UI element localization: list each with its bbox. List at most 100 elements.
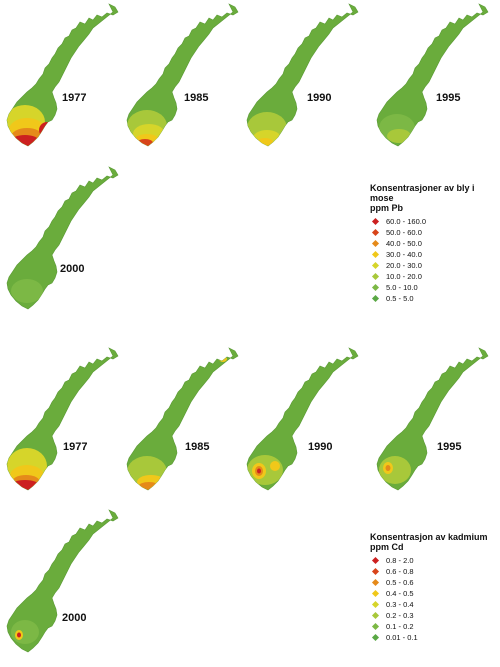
- concentration-zone: [11, 135, 39, 146]
- norway-map: [6, 3, 119, 147]
- norway-map: [126, 347, 239, 491]
- legend-title: Konsentrasjoner av bly i mose: [370, 183, 475, 203]
- norway-map: [126, 3, 239, 147]
- legend-swatch: [371, 578, 380, 587]
- legend-swatch: [371, 283, 380, 292]
- legend-swatch: [371, 622, 380, 631]
- legend-label: 20.0 - 30.0: [386, 261, 422, 270]
- year-label: 1995: [436, 92, 461, 104]
- legend-swatch: [371, 589, 380, 598]
- legend-label: 0.2 - 0.3: [386, 611, 414, 620]
- concentration-zone: [11, 620, 39, 644]
- legend-swatch: [371, 228, 380, 237]
- legend-item: 20.0 - 30.0: [370, 260, 500, 271]
- legend-unit: ppm Cd: [370, 542, 404, 552]
- legend-items: 60.0 - 160.0 50.0 - 60.0 40.0 - 50.0 30.0 -…: [370, 216, 500, 304]
- concentration-zone: [219, 356, 227, 362]
- legend-unit: ppm Pb: [370, 203, 403, 213]
- legend-swatch: [371, 633, 380, 642]
- legend-label: 40.0 - 50.0: [386, 239, 422, 248]
- legend-label: 5.0 - 10.0: [386, 283, 418, 292]
- year-label: 2000: [62, 612, 87, 624]
- concentration-zone: [270, 461, 280, 471]
- legend-title: Konsentrasjon av kadmium: [370, 532, 488, 542]
- concentration-zone: [137, 139, 153, 146]
- norway-map: [376, 347, 489, 491]
- cadmium-legend: Konsentrasjon av kadmium ppm Cd 0.8 - 2.…: [370, 532, 488, 643]
- legend-swatch: [371, 294, 380, 303]
- legend-item: 0.2 - 0.3: [370, 610, 488, 621]
- land-area: [376, 347, 489, 491]
- year-label: 1977: [63, 441, 88, 453]
- map-lead-1990: [245, 2, 360, 157]
- concentration-zone: [385, 465, 391, 471]
- legend-label: 10.0 - 20.0: [386, 272, 422, 281]
- legend-item: 0.6 - 0.8: [370, 566, 488, 577]
- concentration-zone: [11, 279, 43, 303]
- legend-items: 0.8 - 2.0 0.6 - 0.8 0.5 - 0.6 0.4 - 0.5 0.3 …: [370, 555, 488, 643]
- legend-label: 0.5 - 0.6: [386, 578, 414, 587]
- map-lead-1995: [375, 2, 490, 157]
- map-cadmium-1977: [5, 346, 120, 501]
- concentration-zone: [257, 468, 261, 474]
- legend-swatch: [371, 217, 380, 226]
- legend-swatch: [371, 261, 380, 270]
- legend-item: 0.5 - 5.0: [370, 293, 500, 304]
- legend-label: 0.01 - 0.1: [386, 633, 418, 642]
- legend-item: 5.0 - 10.0: [370, 282, 500, 293]
- legend-item: 30.0 - 40.0: [370, 249, 500, 260]
- legend-label: 0.1 - 0.2: [386, 622, 414, 631]
- legend-item: 0.1 - 0.2: [370, 621, 488, 632]
- map-cadmium-2000: [5, 508, 120, 663]
- legend-label: 0.6 - 0.8: [386, 567, 414, 576]
- legend-label: 30.0 - 40.0: [386, 250, 422, 259]
- legend-swatch: [371, 250, 380, 259]
- legend-item: 0.3 - 0.4: [370, 599, 488, 610]
- legend-item: 10.0 - 20.0: [370, 271, 500, 282]
- map-lead-2000: [5, 165, 120, 320]
- map-lead-1977: [5, 2, 120, 157]
- concentration-zone: [39, 122, 55, 138]
- year-label: 1977: [62, 92, 87, 104]
- legend-item: 0.5 - 0.6: [370, 577, 488, 588]
- land-area: [6, 166, 119, 310]
- map-lead-1985: [125, 2, 240, 157]
- lead-legend: Konsentrasjoner av bly i mose ppm Pb 60.…: [370, 183, 500, 304]
- legend-swatch: [371, 600, 380, 609]
- legend-item: 60.0 - 160.0: [370, 216, 500, 227]
- legend-label: 50.0 - 60.0: [386, 228, 422, 237]
- legend-label: 0.5 - 5.0: [386, 294, 414, 303]
- legend-item: 0.4 - 0.5: [370, 588, 488, 599]
- legend-label: 60.0 - 160.0: [386, 217, 427, 226]
- legend-swatch: [371, 556, 380, 565]
- norway-map: [6, 166, 119, 310]
- land-area: [6, 509, 119, 653]
- norway-map: [376, 3, 489, 147]
- year-label: 1985: [185, 441, 210, 453]
- year-label: 1990: [308, 441, 333, 453]
- map-cadmium-1990: [245, 346, 360, 501]
- year-label: 1985: [184, 92, 209, 104]
- legend-item: 50.0 - 60.0: [370, 227, 500, 238]
- land-area: [376, 3, 489, 147]
- legend-label: 0.8 - 2.0: [386, 556, 414, 565]
- norway-map: [246, 347, 359, 491]
- legend-item: 0.8 - 2.0: [370, 555, 488, 566]
- legend-label: 0.4 - 0.5: [386, 589, 414, 598]
- legend-swatch: [371, 239, 380, 248]
- year-label: 1990: [307, 92, 332, 104]
- map-cadmium-1985: [125, 346, 240, 501]
- legend-item: 40.0 - 50.0: [370, 238, 500, 249]
- map-cadmium-1995: [375, 346, 490, 501]
- norway-map: [246, 3, 359, 147]
- legend-item: 0.01 - 0.1: [370, 632, 488, 643]
- concentration-zone: [387, 129, 411, 143]
- legend-label: 0.3 - 0.4: [386, 600, 414, 609]
- legend-swatch: [371, 611, 380, 620]
- legend-swatch: [371, 272, 380, 281]
- norway-map: [6, 347, 119, 491]
- concentration-zone: [17, 632, 21, 638]
- year-label: 1995: [437, 441, 462, 453]
- year-label: 2000: [60, 263, 85, 275]
- norway-map: [6, 509, 119, 653]
